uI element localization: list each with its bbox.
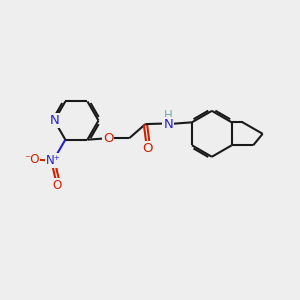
Text: O: O — [142, 142, 153, 155]
Text: N: N — [164, 118, 173, 130]
Text: ⁻O: ⁻O — [24, 153, 40, 166]
Text: O: O — [103, 132, 113, 145]
Text: O: O — [142, 142, 153, 155]
Text: O: O — [53, 179, 62, 192]
Text: ⁻O: ⁻O — [24, 153, 40, 166]
Text: O: O — [103, 132, 113, 145]
Text: H: H — [164, 109, 173, 122]
Text: N⁺: N⁺ — [46, 154, 60, 167]
Text: N: N — [50, 114, 59, 127]
Text: N⁺: N⁺ — [46, 154, 60, 167]
Text: O: O — [53, 179, 62, 192]
Text: N: N — [50, 114, 59, 127]
Text: H: H — [164, 109, 173, 122]
Text: N: N — [164, 118, 173, 130]
